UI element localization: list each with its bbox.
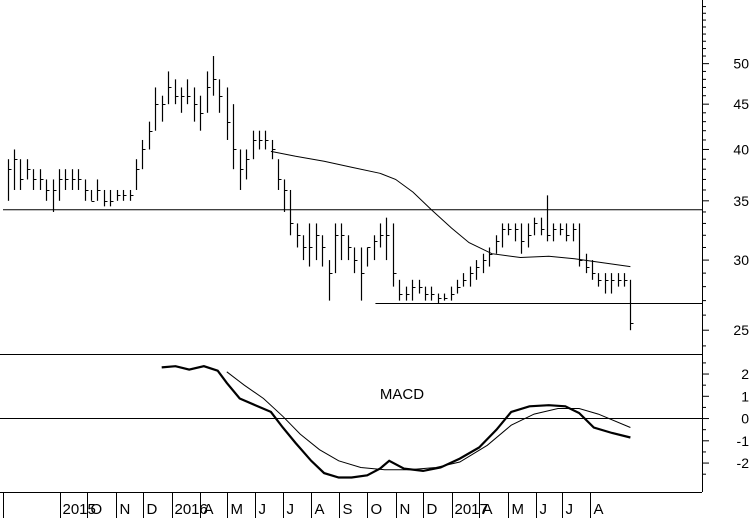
macd-tick-label: -1 <box>737 433 750 449</box>
x-tick-label: O <box>91 501 103 518</box>
price-tick-label: 25 <box>733 322 749 338</box>
price-tick-label: 35 <box>733 193 749 209</box>
x-tick-label: J <box>259 501 267 518</box>
price-panel <box>3 56 702 331</box>
x-tick-label: S <box>343 501 353 518</box>
macd-tick-label: -2 <box>737 455 750 471</box>
x-tick-label: A <box>315 501 325 518</box>
price-tick-label: 50 <box>733 56 749 72</box>
x-tick-label: O <box>371 501 383 518</box>
x-tick-label: D <box>427 501 438 518</box>
x-tick-label: J <box>566 501 574 518</box>
macd-line <box>161 365 631 479</box>
x-tick-label: M <box>231 501 244 518</box>
x-tick-label: N <box>120 501 131 518</box>
macd-panel: MACD <box>0 365 702 479</box>
macd-tick-label: 0 <box>741 411 749 427</box>
x-tick-label: N <box>400 501 411 518</box>
macd-tick-label: 1 <box>741 388 749 404</box>
x-tick-label: A <box>483 501 493 518</box>
macd-label: MACD <box>380 386 424 403</box>
x-tick-label: A <box>204 501 214 518</box>
price-tick-label: 45 <box>733 96 749 112</box>
macd-signal-line <box>226 371 631 471</box>
price-tick-label: 30 <box>733 252 749 268</box>
x-tick-label: J <box>540 501 548 518</box>
x-tick-label: M <box>512 501 525 518</box>
x-tick-label: D <box>147 501 158 518</box>
moving-average-line <box>270 150 631 268</box>
price-tick-label: 40 <box>733 141 749 157</box>
macd-tick-label: 2 <box>741 366 749 382</box>
x-tick-label: J <box>287 501 295 518</box>
x-tick-label: 2016 <box>175 501 208 518</box>
x-tick-label: A <box>594 501 604 518</box>
